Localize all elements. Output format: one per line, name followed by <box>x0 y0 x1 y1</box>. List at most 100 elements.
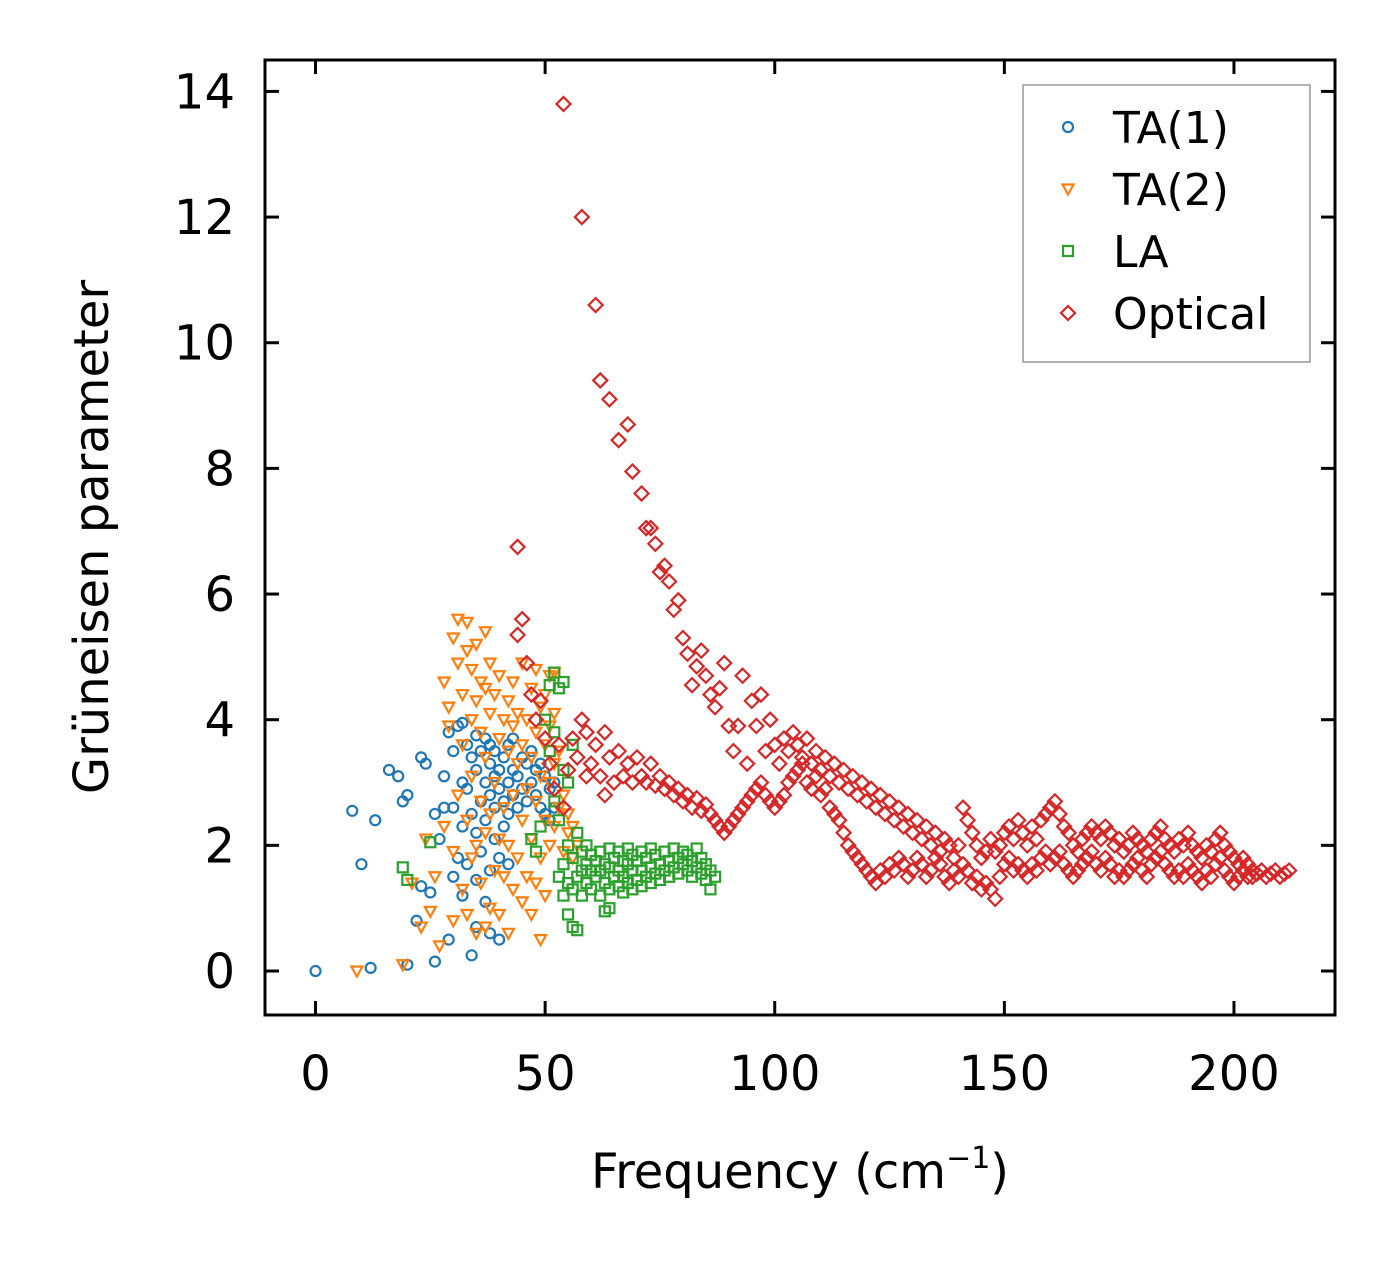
data-point <box>1147 824 1165 842</box>
data-point <box>566 851 579 865</box>
data-point <box>493 763 506 777</box>
data-point <box>1046 849 1064 867</box>
y-tick-label: 0 <box>204 944 235 1000</box>
data-point <box>655 557 674 575</box>
data-point <box>688 789 706 807</box>
data-point <box>519 783 535 797</box>
data-point <box>450 657 466 671</box>
data-point <box>1184 861 1202 880</box>
data-point <box>747 717 765 735</box>
data-point <box>867 799 885 817</box>
data-point <box>455 688 470 703</box>
data-point <box>557 763 570 777</box>
data-point <box>557 675 570 689</box>
data-point <box>665 786 683 804</box>
data-point <box>660 572 678 591</box>
data-point <box>835 761 853 779</box>
data-point <box>853 773 871 792</box>
data-point <box>442 933 455 946</box>
data-point <box>596 723 614 741</box>
data-point <box>1000 849 1018 867</box>
data-point <box>422 905 438 920</box>
data-point <box>848 849 866 867</box>
data-point <box>445 915 461 929</box>
data-point <box>522 686 540 704</box>
data-point <box>1041 855 1059 873</box>
data-point <box>1101 824 1119 842</box>
data-point <box>734 799 752 817</box>
data-point <box>991 868 1009 886</box>
data-point <box>610 431 628 449</box>
data-point <box>505 720 521 734</box>
data-point <box>596 786 614 804</box>
data-point <box>972 849 990 867</box>
data-point <box>470 873 483 887</box>
data-point <box>1073 855 1091 873</box>
data-point <box>880 792 899 810</box>
data-point <box>478 751 493 766</box>
data-point <box>505 883 521 898</box>
data-point <box>533 701 548 715</box>
data-point <box>1073 830 1091 848</box>
y-tick-label: 12 <box>174 190 235 246</box>
data-point <box>688 657 706 675</box>
data-point <box>995 824 1013 842</box>
data-point <box>447 870 460 883</box>
data-point <box>496 802 512 816</box>
data-point <box>491 908 507 923</box>
data-point <box>550 736 568 754</box>
data-point <box>464 714 480 728</box>
data-point <box>573 208 591 226</box>
data-point <box>1055 855 1073 873</box>
data-point <box>566 883 579 896</box>
data-point <box>701 805 720 823</box>
data-point <box>1096 849 1114 867</box>
data-point <box>646 535 664 553</box>
data-point <box>496 871 512 885</box>
data-point <box>309 964 322 978</box>
data-point <box>917 817 935 836</box>
data-point <box>546 707 562 722</box>
data-point <box>556 789 571 803</box>
data-point <box>858 792 876 810</box>
data-point <box>483 788 497 802</box>
data-point <box>637 773 655 792</box>
data-point <box>468 695 484 709</box>
data-point <box>982 830 1000 848</box>
legend-marker <box>1059 304 1077 322</box>
data-point <box>738 755 756 773</box>
data-point <box>603 902 616 915</box>
x-axis-title: Frequency (cm−1) <box>591 1141 1009 1200</box>
data-point <box>465 751 478 764</box>
data-point <box>848 786 866 804</box>
data-point <box>770 792 788 810</box>
data-point <box>464 852 480 866</box>
data-point <box>1234 849 1252 867</box>
data-point <box>552 870 566 883</box>
data-point <box>450 789 466 803</box>
data-point <box>473 877 489 891</box>
data-point <box>747 780 765 798</box>
data-point <box>926 849 945 867</box>
data-point <box>382 763 396 777</box>
legend-label: LA <box>1113 227 1169 278</box>
data-point <box>1115 843 1133 861</box>
data-point <box>591 767 609 785</box>
data-point <box>1151 817 1170 836</box>
data-point <box>1248 865 1266 883</box>
data-point <box>1027 830 1046 848</box>
data-point <box>491 670 507 684</box>
data-point <box>478 921 493 935</box>
data-point <box>424 836 437 849</box>
data-point <box>364 961 377 974</box>
data-point <box>913 855 931 873</box>
data-point <box>456 889 469 902</box>
data-point <box>523 908 539 923</box>
data-point <box>1032 811 1050 829</box>
data-point <box>478 827 493 841</box>
data-point <box>1156 830 1174 848</box>
data-point <box>752 686 770 704</box>
data-point <box>986 843 1004 861</box>
data-point <box>534 757 547 770</box>
data-point <box>493 933 506 946</box>
